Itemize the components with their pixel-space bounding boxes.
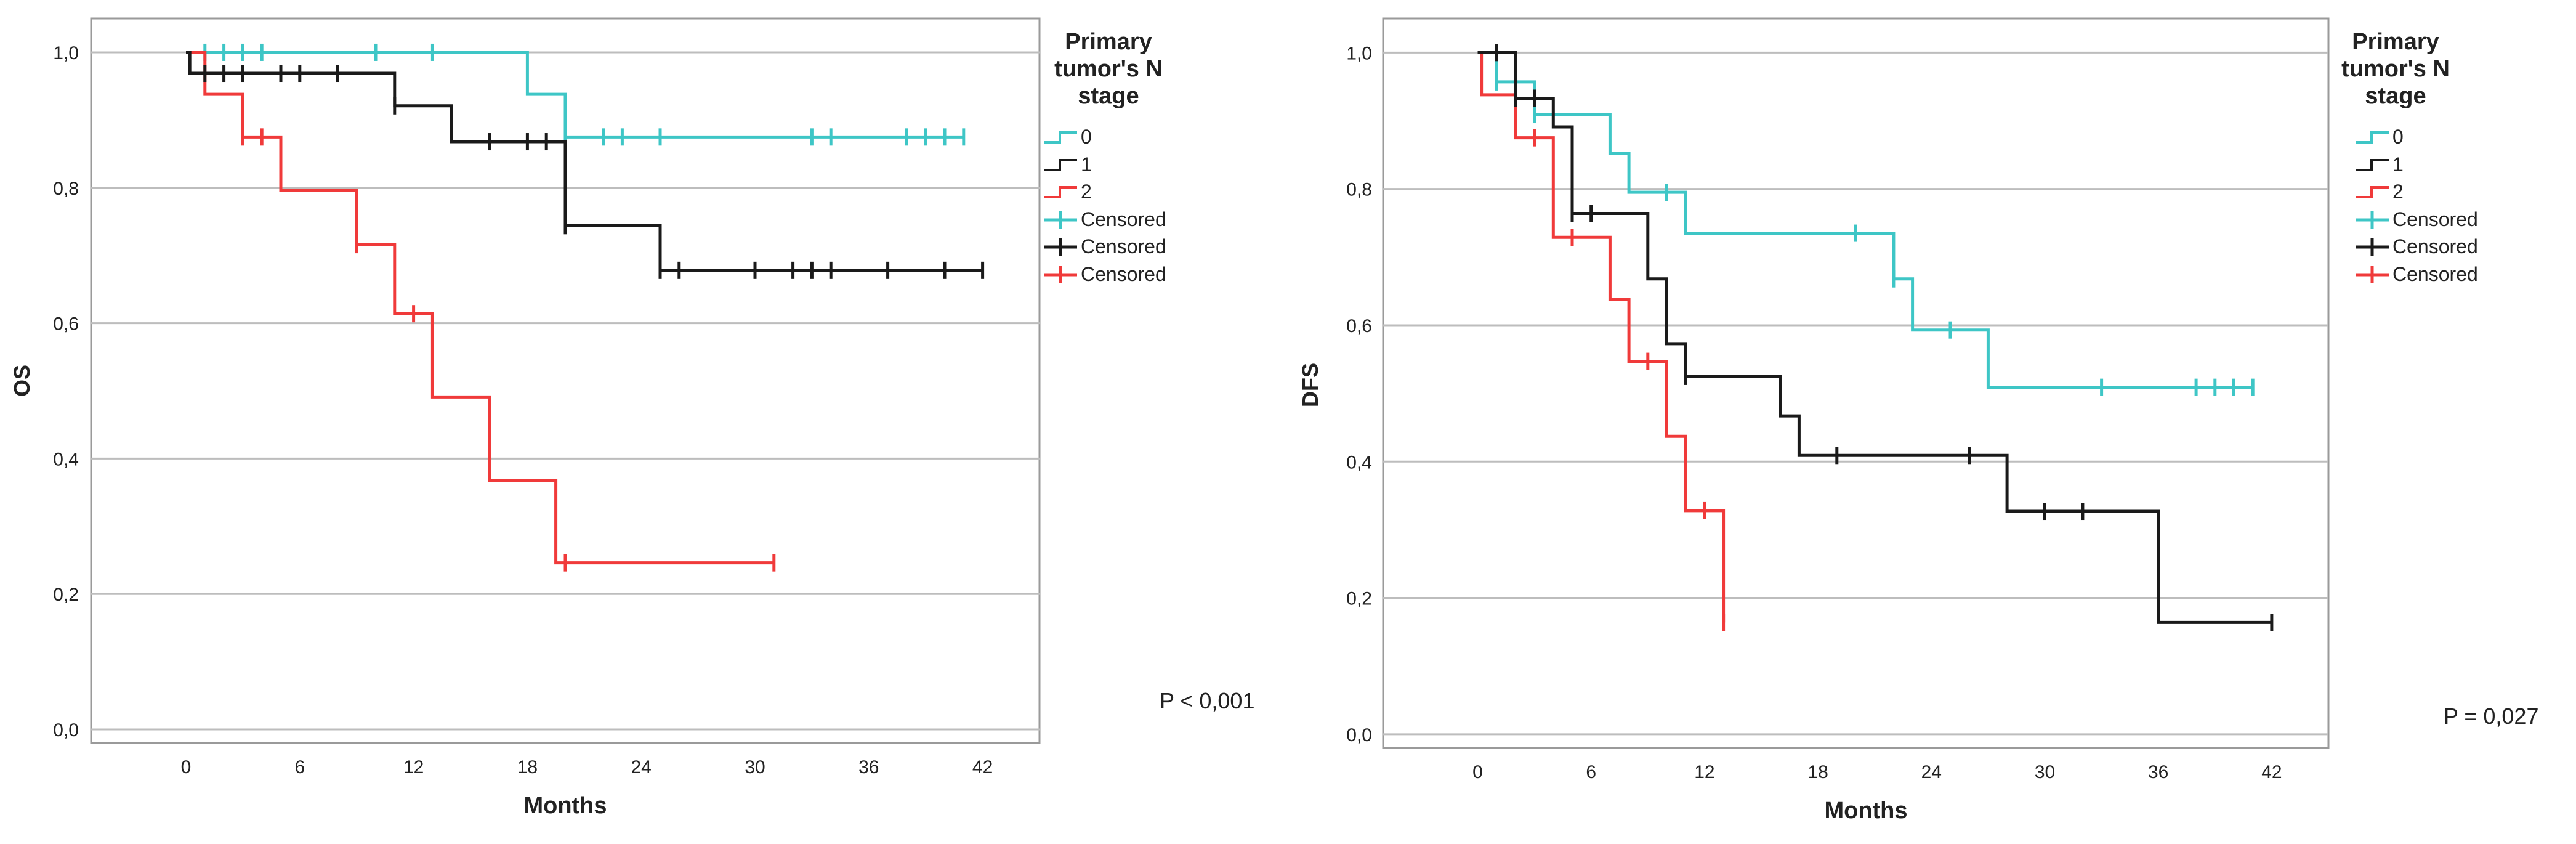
os-legend-item-1: 1 [1081,153,1092,176]
os-legend-step-icon-2 [1044,186,1077,198]
os-legend-censored-1: Censored [1081,235,1166,258]
os-x-tick-label-7: 42 [972,757,993,777]
os-legend-title-line-2: tumor's N [1054,56,1163,82]
dfs-curve-stage-0 [1477,51,2253,389]
os-x-tick-label-3: 18 [517,757,538,777]
os-y-tick-label-4: 0,8 [53,179,79,199]
os-curve-stage-1 [186,51,983,272]
os-legend-title-line-1: Primary [1065,29,1152,55]
dfs-legend-step-icon-0 [2356,131,2389,144]
dfs-legend-censor-icon-0 [2356,211,2389,229]
dfs-legend-title-line-2: tumor's N [2341,56,2450,82]
os-legend-step-icon-0 [1044,131,1077,144]
dfs-x-tick-label-1: 6 [1586,762,1596,782]
dfs-curve-stage-2 [1477,51,1726,623]
dfs-legend-censored-1: Censored [2392,235,2478,258]
dfs-plot-frame [1382,17,2330,749]
os-legend-icons [1044,131,1077,283]
os-legend-censor-icon-0 [1044,211,1077,229]
dfs-x-axis-label: Months [1824,798,1907,824]
os-x-tick-label-4: 24 [631,757,652,777]
os-x-tick-labels: 0 6 12 18 24 30 36 42 [181,757,993,777]
os-p-value: P < 0,001 [1160,688,1254,713]
dfs-legend-step-icon-2 [2356,186,2389,198]
dfs-x-tick-label-7: 42 [2261,762,2282,782]
dfs-legend-title-line-3: stage [2365,83,2426,109]
os-legend-censored-2: Censored [1081,263,1166,285]
os-series [186,43,985,572]
dfs-gridlines [1383,51,2328,736]
os-y-tick-label-0: 0,0 [53,720,79,741]
dfs-y-tick-label-4: 0,8 [1346,180,1372,200]
os-x-axis-label: Months [523,793,607,819]
dfs-x-tick-label-5: 30 [2035,762,2055,782]
os-y-tick-label-2: 0,4 [53,449,79,469]
os-curve-stage-2 [186,51,774,565]
os-x-tick-label-1: 6 [294,757,305,777]
dfs-y-tick-labels: 0,0 0,2 0,4 0,6 0,8 1,0 [1346,43,1372,745]
dfs-x-tick-label-3: 18 [1807,762,1828,782]
dfs-x-tick-labels: 0 6 12 18 24 30 36 42 [1472,762,2282,782]
os-legend-censor-icon-1 [1044,238,1077,256]
dfs-legend-icons [2356,131,2389,283]
dfs-chart: 0,00,20,40,60,81,0 0 6 12 18 24 30 36 42 DFS Mo… [1298,17,2538,824]
dfs-legend-item-1: 1 [2392,153,2404,176]
os-x-tick-label-0: 0 [181,757,192,777]
os-legend: Primary tumor's N stage 0 1 2 Censored C… [1044,29,1166,285]
dfs-x-tick-label-2: 12 [1694,762,1714,782]
dfs-legend-censored-2: Censored [2392,263,2478,285]
dfs-curve-stage-1 [1477,51,2272,624]
os-legend-step-icon-1 [1044,159,1077,171]
dfs-legend-item-0: 0 [2392,126,2404,148]
os-curve-stage-0 [186,51,964,139]
os-legend-item-0: 0 [1081,126,1092,148]
os-x-tick-label-5: 30 [745,757,765,777]
dfs-legend-title-line-1: Primary [2352,29,2439,55]
os-y-tick-label-3: 0,6 [53,314,79,335]
os-legend-censor-icon-2 [1044,266,1077,283]
dfs-y-tick-label-0: 0,0 [1346,725,1372,745]
dfs-y-tick-label-3: 0,6 [1346,316,1372,336]
dfs-y-tick-label-2: 0,4 [1346,452,1372,473]
os-y-tick-label-1: 0,2 [53,585,79,605]
dfs-y-axis-label: DFS [1298,363,1323,407]
dfs-y-tick-label-1: 0,2 [1346,589,1372,609]
dfs-legend-item-2: 2 [2392,181,2404,203]
os-chart: 0,00,20,40,60,81,0 0 6 12 18 24 30 36 42 OS Mon… [9,17,1254,819]
os-x-tick-label-6: 36 [858,757,879,777]
dfs-legend-censor-icon-2 [2356,266,2389,283]
dfs-legend-censored-0: Censored [2392,208,2478,230]
dfs-series [1477,44,2274,631]
os-plot-frame [90,17,1041,744]
dfs-x-tick-label-6: 36 [2148,762,2168,782]
dfs-x-tick-label-4: 24 [1921,762,1942,782]
os-y-axis-label: OS [9,365,34,397]
os-x-tick-label-2: 12 [403,757,424,777]
dfs-x-tick-label-0: 0 [1472,762,1483,782]
os-legend-title-line-3: stage [1078,83,1139,109]
os-legend-censored-0: Censored [1081,208,1166,230]
dfs-legend-step-icon-1 [2356,159,2389,171]
dfs-legend-censor-icon-1 [2356,238,2389,256]
dfs-legend: Primary tumor's N stage 0 1 2 Censored C… [2341,29,2478,285]
os-y-tick-labels: 0,0 0,2 0,4 0,6 0,8 1,0 [53,43,79,741]
dfs-y-tick-label-5: 1,0 [1346,43,1372,63]
os-y-tick-label-5: 1,0 [53,43,79,63]
dfs-p-value: P = 0,027 [2444,704,2538,729]
os-legend-item-2: 2 [1081,181,1092,203]
